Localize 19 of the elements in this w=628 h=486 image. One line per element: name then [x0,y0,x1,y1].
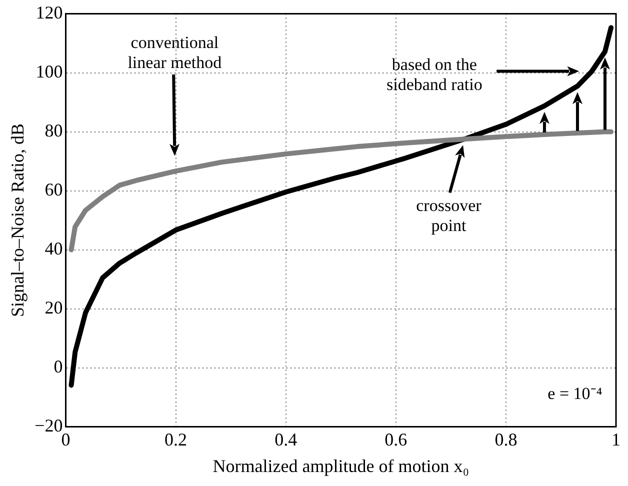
y-tick-label: 40 [44,238,63,259]
y-tick-label: 80 [44,120,63,141]
x-tick-label: 0.6 [384,429,408,450]
x-tick-label: 1 [612,429,620,450]
x-tick-label: 0.8 [494,429,518,450]
annotation: conventional linear method [126,33,223,74]
annotation: e = 10⁻⁴ [546,384,602,404]
y-tick-label: 100 [36,62,63,82]
y-tick-label: −20 [34,416,63,436]
y-tick-label: 0 [54,356,63,377]
x-tick-label: 0.4 [274,429,298,450]
annotation: crossover point [415,196,482,236]
y-tick-label: 120 [36,2,63,23]
y-axis-title: Signal–to–Noise Ratio, dB [8,124,28,318]
y-tick-label: 20 [44,298,63,318]
y-tick-label: 60 [44,180,63,200]
annotation: based on the sideband ratio [385,54,484,94]
x-tick-label: 0.2 [164,429,188,450]
x-axis-title: Normalized amplitude of motion x₀ [212,456,469,476]
